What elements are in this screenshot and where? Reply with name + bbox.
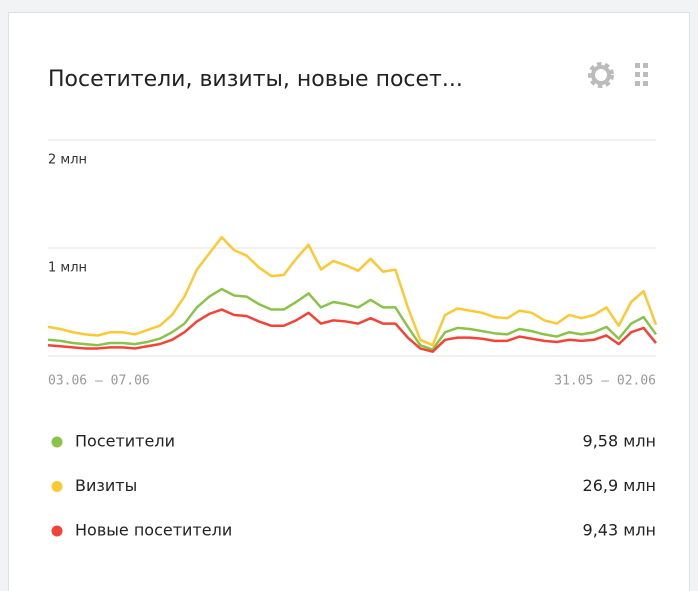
legend-dot [51,436,63,448]
legend-label: Посетители [75,432,175,451]
legend-dot [51,481,63,492]
series-line [47,235,658,347]
legend-dot [51,525,63,537]
x-tick-label: 31.05 — 02.06 [554,374,656,389]
legend-total: 9,58 млн [583,432,656,451]
card [8,12,690,591]
legend-total: 9,43 млн [583,521,656,540]
x-tick-label: 03.06 — 07.06 [48,374,150,389]
series-line [47,287,658,351]
legend-label: Новые посетители [75,521,232,540]
drag-icon[interactable] [635,63,648,86]
settings-icon[interactable] [588,62,614,88]
legend-total: 26,9 млн [583,476,656,495]
legend-label: Визиты [75,476,137,495]
series-line [47,308,657,353]
y-tick-label: 2 млн [48,153,87,168]
widget-title: Посетители, визиты, новые посет... [48,67,463,92]
y-tick-label: 1 млн [48,261,87,276]
